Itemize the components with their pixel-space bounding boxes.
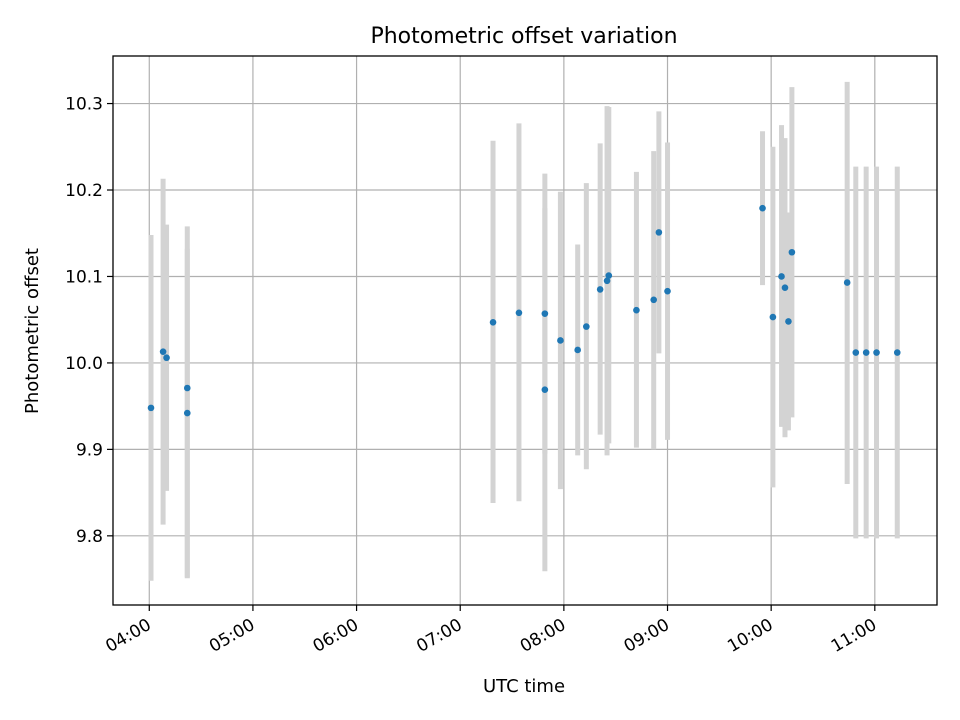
data-point: [650, 296, 657, 304]
y-tick-label: 10.2: [65, 181, 103, 201]
data-point: [541, 386, 549, 394]
data-point: [788, 248, 796, 256]
data-point: [603, 277, 611, 285]
data-point: [843, 279, 851, 286]
data-point: [183, 384, 191, 392]
data-point: [159, 348, 167, 355]
data-point: [557, 337, 564, 344]
data-points: [147, 204, 901, 417]
data-point: [583, 323, 590, 330]
data-point: [541, 310, 549, 317]
x-tick-label: 06:00: [310, 615, 362, 657]
data-point: [515, 309, 523, 317]
data-point: [655, 229, 663, 236]
data-point: [769, 313, 777, 321]
x-axis-ticks: 04:00 05:00 06:00 07:00 08:00 09:00 10:00 11:00: [102, 605, 880, 657]
x-tick-label: 11:00: [828, 615, 880, 657]
x-tick-label: 04:00: [102, 615, 154, 657]
data-point: [785, 318, 792, 325]
y-tick-label: 9.8: [76, 527, 103, 547]
x-tick-label: 08:00: [517, 615, 569, 657]
grid-lines: [113, 56, 937, 605]
data-point: [862, 349, 870, 356]
data-point: [664, 287, 671, 295]
data-point: [489, 318, 497, 326]
data-point: [893, 349, 901, 356]
data-point: [147, 404, 155, 412]
x-tick-label: 07:00: [413, 615, 465, 657]
x-axis-label: UTC time: [483, 676, 565, 697]
y-tick-label: 9.9: [76, 440, 103, 460]
data-point: [596, 286, 604, 293]
x-tick-label: 09:00: [621, 615, 673, 657]
x-tick-label: 10:00: [724, 615, 776, 657]
error-bars: [148, 81, 900, 581]
data-point: [759, 204, 766, 212]
plot-frame: [112, 55, 938, 606]
data-point: [605, 272, 613, 279]
data-point: [873, 349, 880, 356]
data-point: [852, 349, 860, 356]
data-point: [633, 306, 640, 314]
data-point: [183, 409, 191, 417]
data-point: [163, 354, 170, 362]
x-tick-label: 05:00: [206, 615, 258, 657]
y-tick-label: 10.0: [65, 354, 103, 374]
data-point: [574, 346, 581, 354]
y-tick-label: 10.3: [65, 95, 103, 115]
y-axis-ticks: 9.8 9.9 10.0 10.1 10.2 10.3: [65, 95, 113, 547]
data-point: [781, 284, 789, 292]
y-tick-label: 10.1: [65, 267, 103, 287]
y-axis-label: Photometric offset: [22, 248, 43, 414]
data-point: [778, 273, 785, 280]
chart-title: Photometric offset variation: [370, 24, 677, 49]
